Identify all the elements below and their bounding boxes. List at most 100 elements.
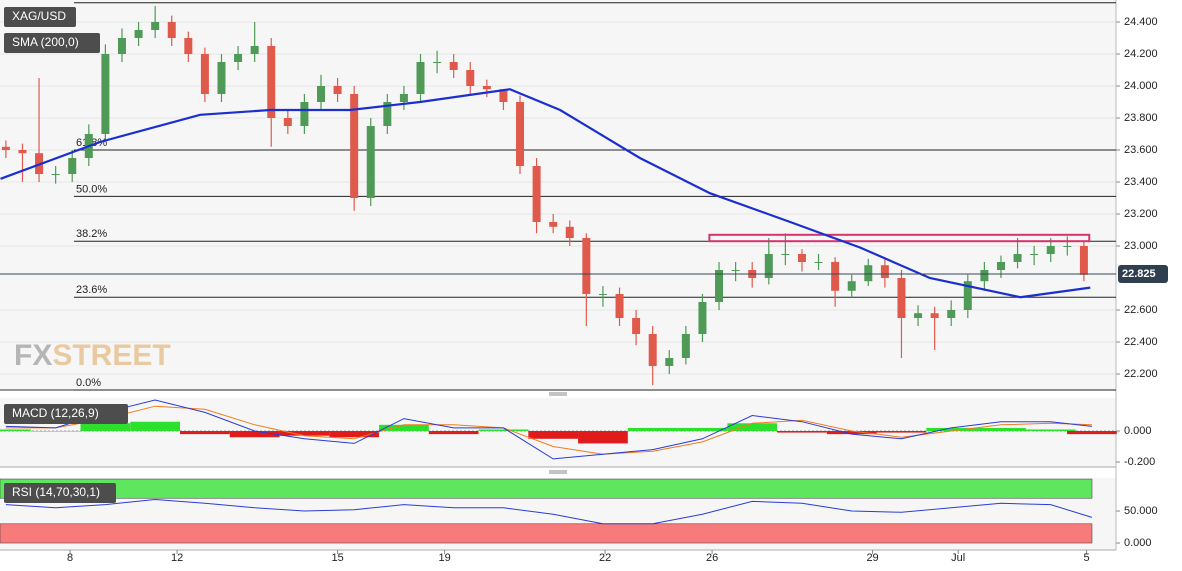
histogram-bar [379, 424, 429, 432]
candle-body [864, 265, 873, 282]
price-panel [0, 0, 1116, 390]
x-tick-label: 8 [67, 552, 73, 564]
histogram-bar [876, 431, 927, 433]
candle-body [947, 310, 956, 318]
histogram-bar [279, 431, 330, 436]
last-price-label: 22.825 [1122, 268, 1156, 280]
candle-body [350, 94, 359, 198]
y-tick-label: 0.000 [1124, 425, 1152, 437]
histogram-bar [826, 431, 877, 435]
candle-body [831, 262, 840, 291]
candle-body [134, 30, 143, 38]
y-tick-label: 23.600 [1124, 144, 1158, 156]
fib-label: 38.2% [76, 228, 107, 240]
x-tick-label: 29 [866, 552, 878, 564]
candle-body [516, 102, 525, 166]
candle-body [217, 62, 226, 94]
candle-body [731, 270, 740, 271]
candle-body [532, 166, 541, 222]
watermark-part: STREET [52, 339, 170, 372]
histogram-bar [329, 431, 380, 438]
y-tick-label: 22.400 [1124, 336, 1158, 348]
rsi-line [5, 498, 1093, 525]
candle-body [698, 302, 707, 334]
histogram-bar [180, 431, 230, 435]
candle-body [300, 102, 309, 126]
y-tick-label: 22.600 [1124, 304, 1158, 316]
candle-body [466, 70, 475, 86]
histogram-bar [80, 423, 131, 432]
legend-label: SMA (200,0) [12, 35, 79, 49]
watermark-part: FX [14, 339, 52, 372]
candle-body [814, 262, 823, 263]
candle-body [632, 318, 641, 334]
candle-body [383, 102, 392, 126]
candle-body [1063, 246, 1072, 247]
candle-body [200, 54, 209, 94]
x-tick-label: 26 [706, 552, 718, 564]
y-tick-label: 23.000 [1124, 240, 1158, 252]
watermark: FXSTREET [14, 339, 171, 372]
candle-body [184, 38, 193, 54]
histogram-bar [926, 427, 977, 432]
candle-body [18, 150, 27, 154]
candle-body [151, 22, 160, 30]
macd-line [5, 399, 1092, 460]
rsi-band [0, 523, 1093, 544]
candle-body [665, 358, 674, 366]
candle-body [51, 174, 60, 175]
legend-label: RSI (14,70,30,1) [12, 485, 100, 499]
candle-body [283, 118, 292, 126]
x-tick-label: 22 [599, 552, 611, 564]
candle-body [101, 54, 110, 134]
candle-body [930, 313, 939, 318]
rsi-band [0, 478, 1093, 499]
candle-body [267, 46, 276, 118]
candle-body [117, 38, 126, 54]
candle-body [433, 62, 442, 63]
y-tick-label: 23.200 [1124, 208, 1158, 220]
candle-body [549, 222, 558, 227]
candle-body [980, 270, 989, 282]
candle-body [1046, 246, 1055, 254]
fib-label: 0.0% [76, 377, 101, 389]
candle-body [316, 86, 325, 102]
fib-label: 100.0% [76, 0, 114, 2]
histogram-bar [727, 423, 778, 432]
histogram-bar [677, 427, 728, 432]
candle-body [499, 89, 508, 102]
candle-body [1030, 254, 1039, 255]
histogram-bar [1025, 429, 1076, 432]
legend-label: XAG/USD [12, 9, 66, 23]
y-tick-label: 23.800 [1124, 112, 1158, 124]
candle-body [996, 262, 1005, 270]
fib-label: 23.6% [76, 284, 107, 296]
candle-body [847, 281, 856, 291]
legend-box [4, 7, 76, 27]
x-tick-label: 12 [171, 552, 183, 564]
histogram-bar [627, 427, 678, 432]
x-tick-label: 15 [331, 552, 343, 564]
candle-body [366, 126, 375, 198]
last-price-box [1118, 265, 1168, 283]
histogram-bar [30, 431, 81, 432]
candle-body [598, 294, 607, 295]
candle-body [615, 294, 624, 318]
histogram-bar [528, 431, 579, 439]
candle-body [565, 226, 574, 238]
y-tick-label: 22.200 [1124, 368, 1158, 380]
candle-body [582, 238, 591, 294]
y-tick-label: -0.200 [1124, 456, 1155, 468]
candle-body [234, 54, 243, 62]
candle-body [1079, 246, 1088, 275]
resistance-zone [708, 233, 1091, 243]
candle-body [1013, 254, 1022, 262]
y-tick-label: 50.000 [1124, 505, 1158, 517]
histogram-bar [130, 421, 181, 432]
candle-body [416, 62, 425, 94]
y-tick-label: 23.400 [1124, 176, 1158, 188]
candle-body [914, 313, 923, 318]
candle-body [250, 46, 259, 54]
fib-label: 50.0% [76, 183, 107, 195]
